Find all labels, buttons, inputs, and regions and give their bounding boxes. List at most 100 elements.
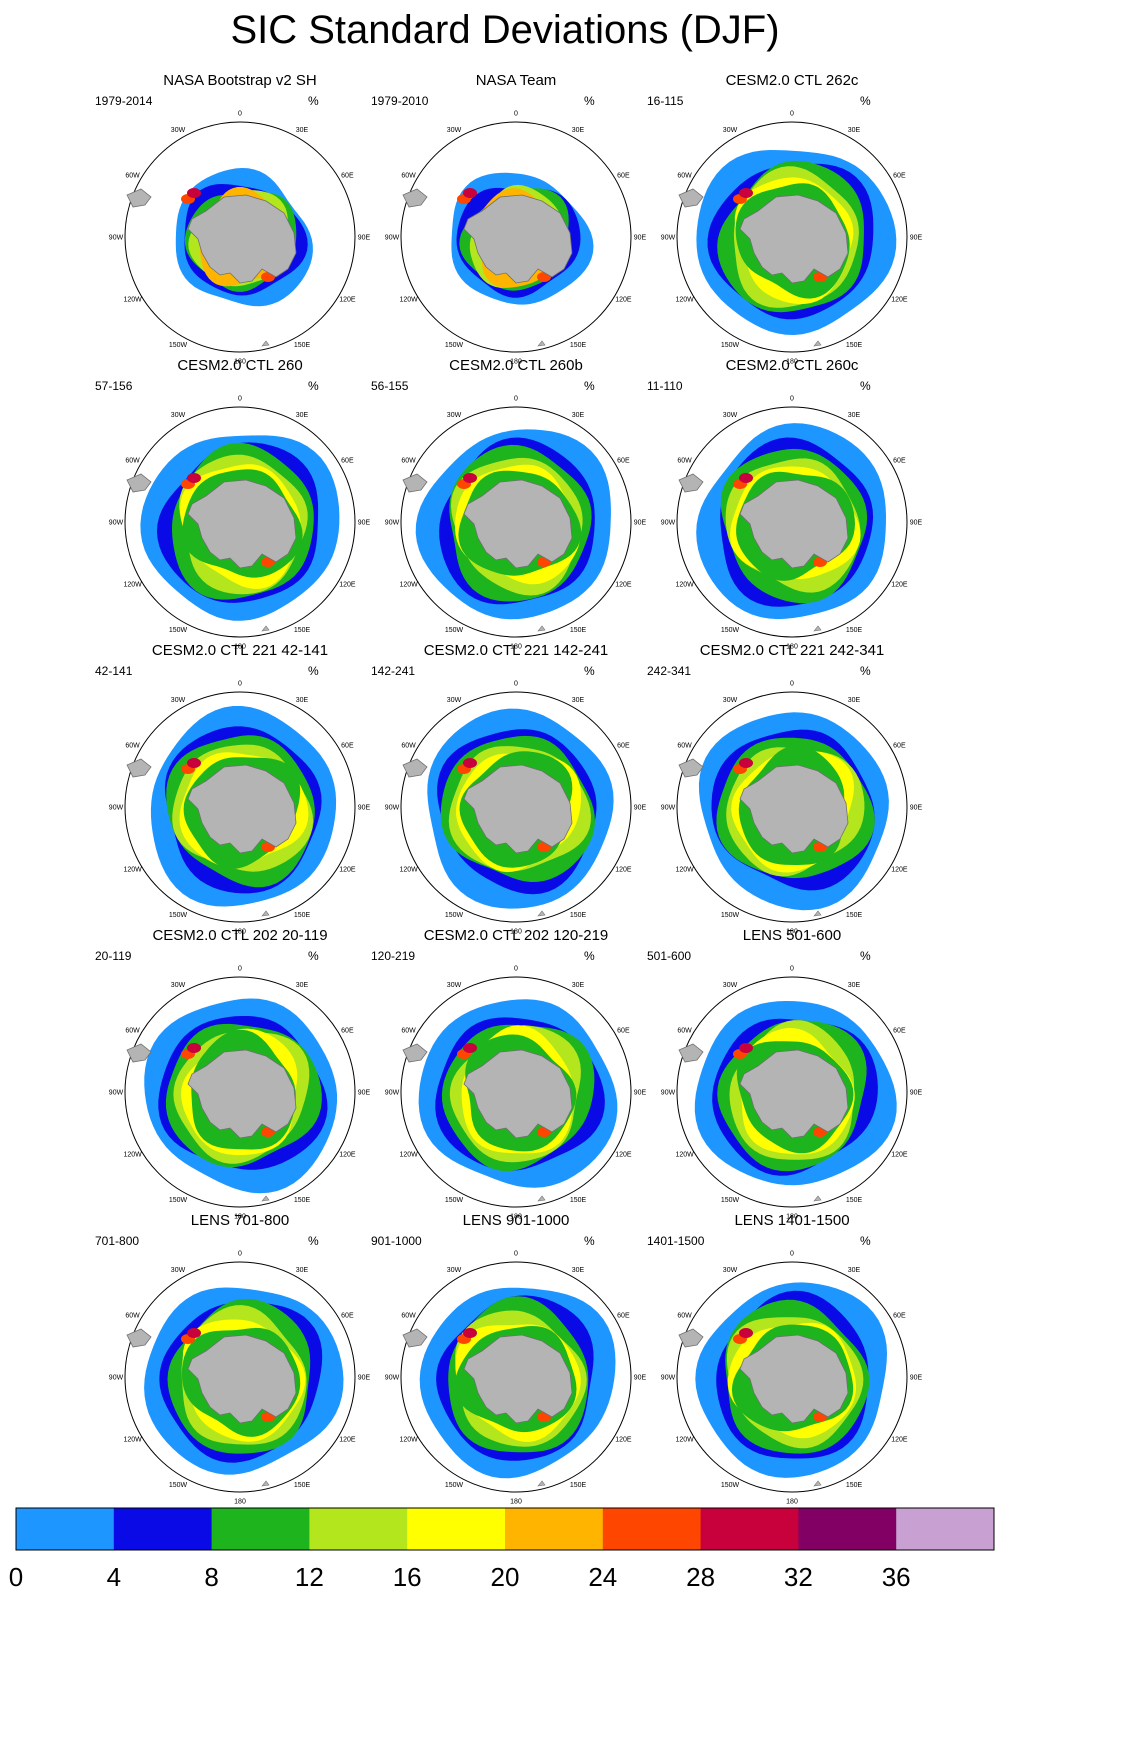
longitude-label: 120E — [615, 867, 632, 874]
panel-year-range: 701-800 — [95, 1234, 140, 1248]
longitude-label: 150E — [570, 912, 587, 919]
longitude-label: 90W — [661, 1090, 676, 1097]
polar-map: 0 30E 60E 90E 120E 150E 180 150W 120W 90W 60W 30W — [385, 1251, 647, 1506]
longitude-label: 90E — [910, 805, 923, 812]
panel-title: LENS 1401-1500 — [734, 1212, 850, 1229]
panel-year-range: 242-341 — [647, 664, 692, 678]
longitude-label: 30W — [171, 127, 186, 134]
longitude-label: 60E — [341, 1313, 354, 1320]
map-panel: 0 30E 60E 90E 120E 150E 180 150W 120W 90W 60W 30W LE… — [366, 1212, 666, 1512]
panel-unit-label: % — [308, 664, 319, 678]
sic-hotspot — [463, 758, 477, 768]
sic-hotspot — [463, 1328, 477, 1338]
longitude-label: 90W — [109, 235, 124, 242]
antarctica-landmass — [739, 1049, 849, 1139]
panel-title: LENS 501-600 — [742, 927, 842, 944]
longitude-label: 180 — [786, 1499, 798, 1506]
longitude-label: 60E — [617, 1313, 630, 1320]
panel-unit-label: % — [584, 94, 595, 108]
longitude-label: 0 — [790, 111, 794, 118]
longitude-label: 90E — [358, 1090, 371, 1097]
sic-hotspot — [187, 473, 201, 483]
longitude-label: 60E — [893, 1313, 906, 1320]
longitude-label: 60E — [893, 1028, 906, 1035]
map-panel: 0 30E 60E 90E 120E 150E 180 150W 120W 90W 60W 30W LE… — [90, 1212, 390, 1512]
longitude-label: 150W — [169, 912, 188, 919]
panel-unit-label: % — [860, 1234, 871, 1248]
colorbar-frame — [15, 1507, 995, 1551]
longitude-label: 180 — [510, 644, 522, 651]
longitude-label: 120W — [675, 297, 694, 304]
south-america-landmass — [678, 1328, 704, 1348]
longitude-label: 150E — [294, 627, 311, 634]
panel-unit-label: % — [584, 379, 595, 393]
longitude-label: 180 — [234, 929, 246, 936]
antarctica-landmass — [187, 764, 297, 854]
longitude-label: 30E — [848, 697, 861, 704]
polar-map: 0 30E 60E 90E 120E 150E 180 150W 120W 90W 60W 30W — [385, 396, 647, 651]
longitude-label: 60W — [677, 1313, 692, 1320]
longitude-label: 0 — [238, 396, 242, 403]
colorbar — [15, 1507, 995, 1551]
panel-year-range: 56-155 — [371, 379, 409, 393]
antarctica-landmass — [463, 1334, 573, 1424]
longitude-label: 90W — [661, 1375, 676, 1382]
longitude-label: 30W — [447, 982, 462, 989]
longitude-label: 150E — [846, 627, 863, 634]
colorbar-tick-label: 0 — [8, 1562, 24, 1592]
antarctica-landmass — [187, 1334, 297, 1424]
antarctica-landmass — [187, 1049, 297, 1139]
sic-hotspot — [463, 473, 477, 483]
polar-map: 0 30E 60E 90E 120E 150E 180 150W 120W 90W 60W 30W — [109, 966, 371, 1221]
longitude-label: 90W — [661, 520, 676, 527]
panel-unit-label: % — [860, 379, 871, 393]
longitude-label: 90E — [634, 1090, 647, 1097]
map-panel: 0 30E 60E 90E 120E 150E 180 150W 120W 90W 60W 30W CE… — [642, 357, 942, 657]
antarctica-landmass — [187, 479, 297, 569]
longitude-label: 120W — [399, 867, 418, 874]
longitude-label: 0 — [514, 966, 518, 973]
longitude-label: 150E — [570, 1197, 587, 1204]
sic-hotspot — [739, 1328, 753, 1338]
longitude-label: 60W — [677, 1028, 692, 1035]
longitude-label: 150W — [445, 627, 464, 634]
colorbar-tick-label: 28 — [686, 1562, 716, 1592]
longitude-label: 30E — [572, 412, 585, 419]
panel-year-range: 20-119 — [95, 949, 132, 963]
longitude-label: 90E — [358, 235, 371, 242]
polar-map: 0 30E 60E 90E 120E 150E 180 150W 120W 90W 60W 30W — [109, 1251, 371, 1506]
longitude-label: 120W — [675, 582, 694, 589]
island-landmass — [813, 625, 822, 632]
longitude-label: 120W — [675, 1437, 694, 1444]
south-america-landmass — [402, 188, 428, 208]
map-panel: 0 30E 60E 90E 120E 150E 180 150W 120W 90W 60W 30W LE… — [642, 1212, 942, 1512]
longitude-label: 150E — [846, 1197, 863, 1204]
panel-title: CESM2.0 CTL 202 120-219 — [423, 927, 609, 944]
colorbar-tick-label: 16 — [392, 1562, 422, 1592]
panel-unit-label: % — [860, 94, 871, 108]
colorbar-swatch — [505, 1508, 604, 1550]
longitude-label: 30E — [848, 982, 861, 989]
longitude-label: 150W — [169, 1482, 188, 1489]
longitude-label: 180 — [234, 644, 246, 651]
longitude-label: 90W — [661, 235, 676, 242]
map-panel: 0 30E 60E 90E 120E 150E 180 150W 120W 90W 60W 30W CE… — [642, 72, 942, 372]
longitude-label: 120W — [399, 297, 418, 304]
panel-year-range: 1979-2014 — [95, 94, 153, 108]
longitude-label: 120E — [891, 1437, 908, 1444]
polar-map: 0 30E 60E 90E 120E 150E 180 150W 120W 90W 60W 30W — [661, 396, 923, 651]
polar-map: 0 30E 60E 90E 120E 150E 180 150W 120W 90W 60W 30W — [109, 111, 371, 366]
longitude-label: 60W — [401, 1028, 416, 1035]
longitude-label: 180 — [234, 1499, 246, 1506]
south-america-landmass — [402, 1328, 428, 1348]
island-landmass — [537, 1195, 546, 1202]
south-america-landmass — [402, 1043, 428, 1063]
map-panel: 0 30E 60E 90E 120E 150E 180 150W 120W 90W 60W 30W CE… — [642, 642, 942, 942]
longitude-label: 90E — [910, 1375, 923, 1382]
island-landmass — [537, 625, 546, 632]
longitude-label: 150E — [846, 912, 863, 919]
antarctica-landmass — [463, 194, 573, 284]
panel-year-range: 57-156 — [95, 379, 133, 393]
longitude-label: 90W — [109, 520, 124, 527]
longitude-label: 180 — [510, 929, 522, 936]
